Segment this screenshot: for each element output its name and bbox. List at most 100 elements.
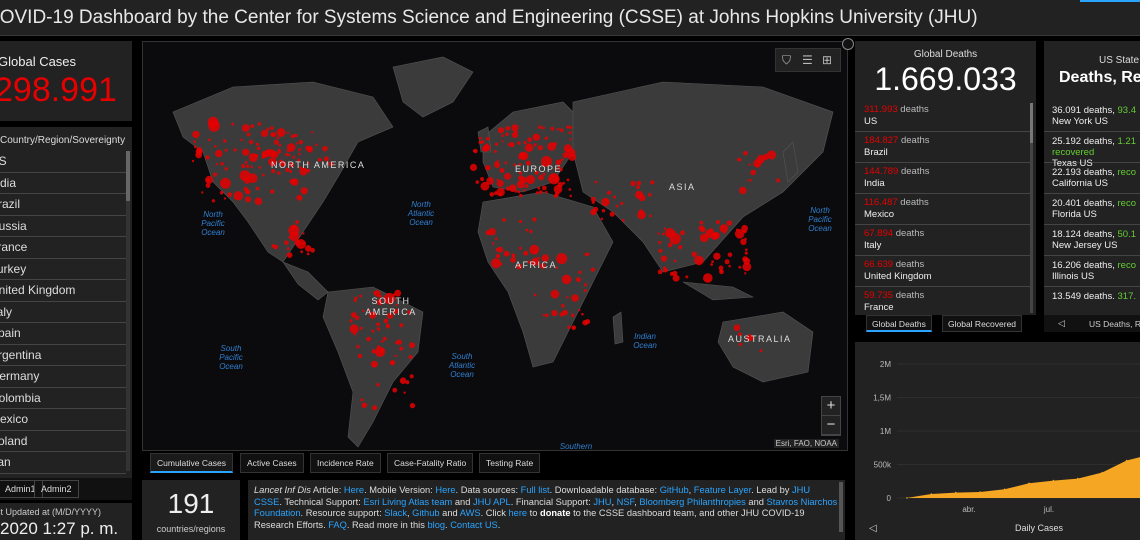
case-dot[interactable] xyxy=(669,233,681,245)
case-dot[interactable] xyxy=(658,248,663,253)
tab-active-cases[interactable]: Active Cases xyxy=(240,453,304,473)
case-dot[interactable] xyxy=(311,131,314,134)
case-dot[interactable] xyxy=(581,312,584,316)
case-dot[interactable] xyxy=(478,136,482,140)
case-dot[interactable] xyxy=(241,124,250,132)
case-dot[interactable] xyxy=(738,342,743,346)
tab-incidence-rate[interactable]: Incidence Rate xyxy=(310,453,381,473)
case-dot[interactable] xyxy=(501,134,504,137)
case-dot[interactable] xyxy=(517,190,521,194)
case-dot[interactable] xyxy=(371,349,376,354)
case-dot[interactable] xyxy=(497,246,504,253)
case-dot[interactable] xyxy=(756,155,765,164)
deaths-list-item[interactable]: 66.639 deaths United Kingdom xyxy=(855,256,1030,287)
case-dot[interactable] xyxy=(409,342,416,349)
mobile-link[interactable]: Here xyxy=(435,485,456,495)
case-dot[interactable] xyxy=(505,186,511,191)
deaths-list-item[interactable]: 311.993 deaths US xyxy=(855,101,1030,132)
tab-global-recovered[interactable]: Global Recovered xyxy=(942,315,1023,332)
case-dot[interactable] xyxy=(748,163,751,166)
case-dot[interactable] xyxy=(566,178,570,182)
deaths-list-item[interactable]: 67.894 deaths Italy xyxy=(855,225,1030,256)
case-dot[interactable] xyxy=(409,402,416,409)
case-dot[interactable] xyxy=(302,232,305,235)
country-list-item[interactable]: India xyxy=(0,172,126,194)
case-dot[interactable] xyxy=(220,177,231,189)
case-dot[interactable] xyxy=(519,193,523,198)
case-dot[interactable] xyxy=(745,248,748,251)
case-dot[interactable] xyxy=(504,172,511,180)
us-state-list-item[interactable]: 13.549 deaths. 317. xyxy=(1044,287,1140,315)
case-dot[interactable] xyxy=(303,168,307,172)
case-dot[interactable] xyxy=(491,258,502,269)
case-dot[interactable] xyxy=(719,224,728,233)
case-dot[interactable] xyxy=(726,220,733,226)
case-dot[interactable] xyxy=(541,254,549,262)
case-dot[interactable] xyxy=(559,167,563,172)
case-dot[interactable] xyxy=(594,180,598,184)
case-dot[interactable] xyxy=(298,148,302,152)
case-dot[interactable] xyxy=(542,313,546,317)
case-dot[interactable] xyxy=(723,231,727,234)
case-dot[interactable] xyxy=(361,402,368,409)
case-dot[interactable] xyxy=(511,131,518,139)
case-dot[interactable] xyxy=(694,255,704,266)
case-dot[interactable] xyxy=(534,250,538,254)
case-dot[interactable] xyxy=(504,161,508,165)
case-dot[interactable] xyxy=(526,175,535,185)
case-dot[interactable] xyxy=(523,141,527,145)
case-dot[interactable] xyxy=(254,197,263,205)
case-dot[interactable] xyxy=(550,126,555,131)
case-dot[interactable] xyxy=(719,269,723,273)
case-dot[interactable] xyxy=(295,220,299,224)
case-dot[interactable] xyxy=(741,224,748,232)
case-dot[interactable] xyxy=(485,136,490,141)
country-list-item[interactable]: US xyxy=(0,151,126,173)
case-dot[interactable] xyxy=(270,189,275,194)
case-dot[interactable] xyxy=(245,196,251,203)
feature-layer-link[interactable]: Feature Layer xyxy=(693,485,752,495)
case-dot[interactable] xyxy=(493,150,497,153)
tab-global-deaths[interactable]: Global Deaths xyxy=(866,315,932,332)
case-dot[interactable] xyxy=(553,142,557,146)
case-dot[interactable] xyxy=(289,162,295,168)
deaths-list-item[interactable]: 144.789 deaths India xyxy=(855,163,1030,194)
case-dot[interactable] xyxy=(505,126,511,131)
case-dot[interactable] xyxy=(306,161,310,165)
case-dot[interactable] xyxy=(286,247,290,251)
case-dot[interactable] xyxy=(571,325,577,331)
case-dot[interactable] xyxy=(501,218,506,222)
case-dot[interactable] xyxy=(353,298,357,302)
case-dot[interactable] xyxy=(376,383,380,387)
aws-link[interactable]: AWS xyxy=(459,508,481,518)
case-dot[interactable] xyxy=(377,298,383,304)
case-dot[interactable] xyxy=(300,250,304,254)
case-dot[interactable] xyxy=(566,296,569,299)
case-dot[interactable] xyxy=(371,329,375,333)
case-dot[interactable] xyxy=(219,190,224,195)
case-dot[interactable] xyxy=(475,180,480,184)
case-dot[interactable] xyxy=(286,143,296,152)
case-dot[interactable] xyxy=(249,139,254,145)
case-dot[interactable] xyxy=(294,239,301,246)
case-dot[interactable] xyxy=(297,158,301,162)
case-dot[interactable] xyxy=(322,145,328,152)
esri-link[interactable]: Esri Living Atlas team xyxy=(363,496,453,507)
us-state-list-item[interactable]: 20.401 deaths, reco Florida US xyxy=(1044,194,1140,225)
case-dot[interactable] xyxy=(661,232,665,236)
case-dot[interactable] xyxy=(485,143,489,147)
case-dot[interactable] xyxy=(672,230,676,234)
case-dot[interactable] xyxy=(280,160,287,167)
case-dot[interactable] xyxy=(290,134,295,139)
case-dot[interactable] xyxy=(266,149,272,155)
case-dot[interactable] xyxy=(399,377,407,385)
case-dot[interactable] xyxy=(698,225,705,232)
case-dot[interactable] xyxy=(737,332,742,337)
case-dot[interactable] xyxy=(620,201,624,205)
case-dot[interactable] xyxy=(403,391,406,394)
case-dot[interactable] xyxy=(295,142,299,145)
case-dot[interactable] xyxy=(516,180,525,189)
case-dot[interactable] xyxy=(518,152,526,160)
list-icon[interactable]: ☰ xyxy=(802,53,813,67)
case-dot[interactable] xyxy=(233,191,243,201)
